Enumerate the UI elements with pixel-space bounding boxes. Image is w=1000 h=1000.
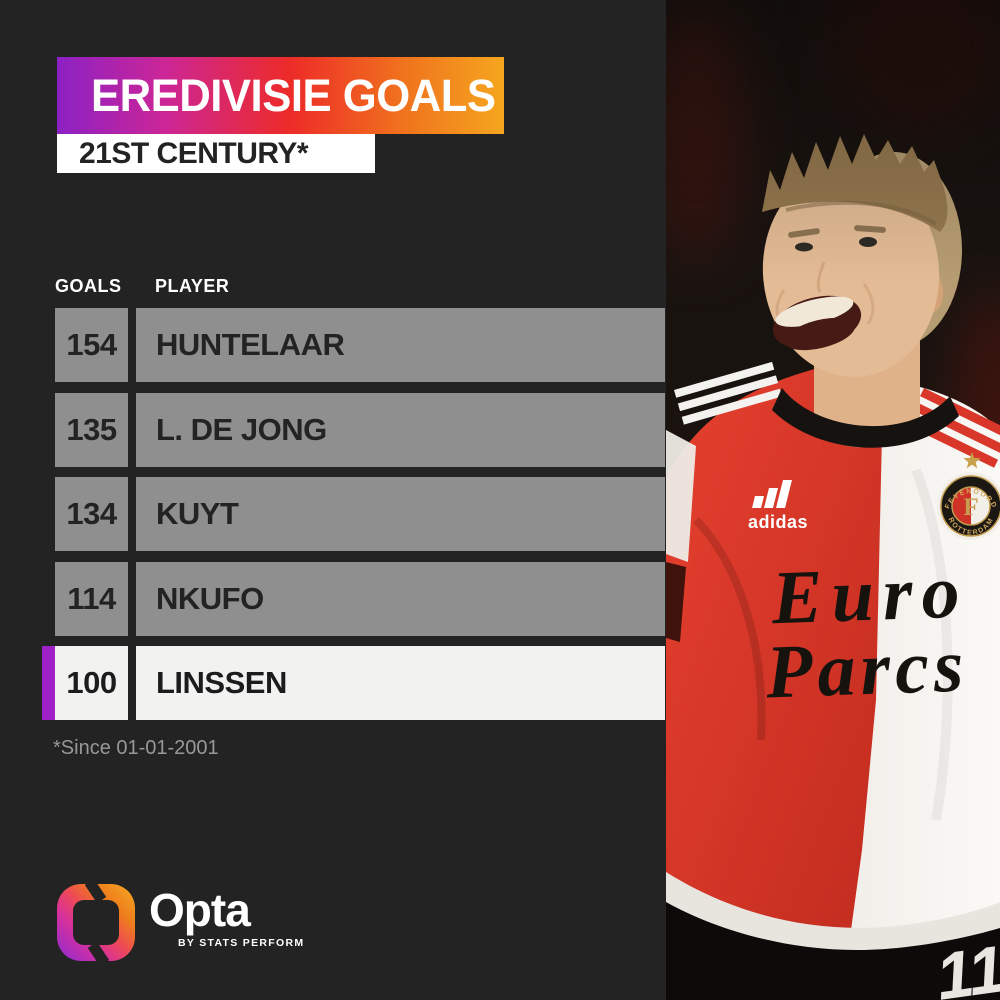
- table-header: GOALS PLAYER: [0, 276, 666, 296]
- opta-logo: Opta BY STATS PERFORM: [57, 878, 305, 967]
- subtitle-box: 21ST CENTURY*: [57, 134, 375, 173]
- subtitle-text: 21ST CENTURY*: [79, 136, 309, 170]
- highlight-accent-bar: [42, 646, 55, 720]
- table-row: 135 L. DE JONG: [42, 393, 665, 467]
- goals-cell: 154: [55, 308, 128, 382]
- jersey-red-half: [666, 367, 882, 935]
- jersey-hem: [666, 872, 1000, 952]
- smiling-mouth: [772, 295, 862, 351]
- page-title: EREDIVISIE GOALS: [90, 69, 496, 121]
- sponsor-line-2: Parcs: [764, 623, 970, 714]
- crest-star: [963, 452, 981, 469]
- crest-letter: F: [963, 494, 978, 521]
- player-cell: L. DE JONG: [136, 393, 665, 467]
- collar: [772, 388, 959, 448]
- sleeve-cuff: [666, 430, 696, 562]
- goals-cell: 114: [55, 562, 128, 636]
- player-cell: LINSSEN: [136, 646, 665, 720]
- adidas-logo: adidas: [748, 480, 808, 532]
- feyenoord-crest: F FEYENOORD ROTTERDAM: [937, 472, 1000, 540]
- opta-wordmark: Opta: [149, 884, 251, 936]
- eye-left: [795, 242, 813, 252]
- opta-logo-icon: [57, 878, 135, 967]
- adidas-wordmark: adidas: [748, 512, 808, 532]
- table-row: 134 KUYT: [42, 477, 665, 551]
- column-header-goals: GOALS: [55, 276, 122, 296]
- player-cell: KUYT: [136, 477, 665, 551]
- eyebrow-right: [854, 225, 886, 233]
- goals-cell: 134: [55, 477, 128, 551]
- adidas-stripes-left: [674, 361, 782, 425]
- nose: [816, 261, 826, 293]
- player-illustration: adidas F FEYENOORD ROTTERDAM Euro P: [666, 134, 1000, 1000]
- player-cell: NKUFO: [136, 562, 665, 636]
- shorts-number: 11: [932, 931, 1000, 1000]
- eyebrow-left: [788, 228, 820, 238]
- stats-perform-byline: BY STATS PERFORM: [178, 937, 305, 949]
- goals-cell: 135: [55, 393, 128, 467]
- column-header-player: PLAYER: [155, 276, 230, 296]
- sponsor-line-1: Euro: [769, 549, 969, 640]
- eye-right: [859, 237, 877, 247]
- table-row-highlighted: 100 LINSSEN: [42, 646, 665, 720]
- table-row: 114 NKUFO: [42, 562, 665, 636]
- title-banner: EREDIVISIE GOALS: [57, 57, 504, 134]
- player-photo: adidas F FEYENOORD ROTTERDAM Euro P: [666, 0, 1000, 1000]
- footnote: *Since 01-01-2001: [53, 737, 219, 759]
- goals-cell: 100: [55, 646, 128, 720]
- player-cell: HUNTELAAR: [136, 308, 665, 382]
- table-row: 154 HUNTELAAR: [42, 308, 665, 382]
- shorts: [666, 902, 1000, 1000]
